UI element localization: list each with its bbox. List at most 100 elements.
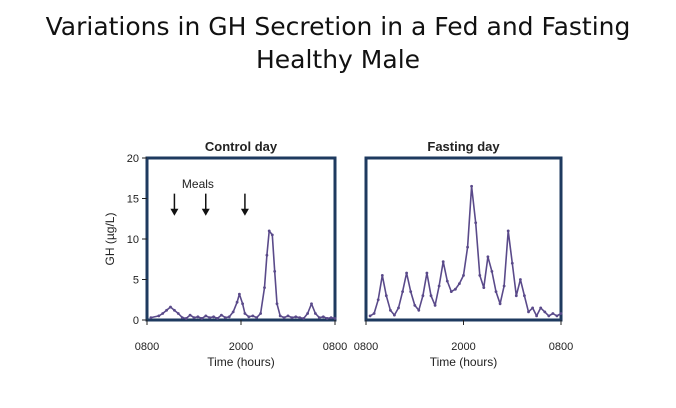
fasting-day-point-17 <box>437 284 441 288</box>
control-day-point-43 <box>310 302 313 306</box>
fasting-day-point-46 <box>555 314 559 318</box>
fasting-day-plot-frame <box>364 156 563 322</box>
fasting-day-point-45 <box>551 312 555 315</box>
fasting-day-point-30 <box>490 270 494 273</box>
fasting-day-point-2 <box>376 298 380 302</box>
fasting-day-point-3 <box>380 274 384 277</box>
fasting-day-point-47 <box>559 312 563 315</box>
control-day-point-24 <box>243 312 247 315</box>
fasting-day-chart: Fasting day 0800 2000 0800 Time (hours) <box>354 139 573 369</box>
fasting-day-point-27 <box>478 274 482 277</box>
control-day-point-11 <box>196 315 200 319</box>
fasting-day-point-10 <box>409 290 413 293</box>
control-day-point-34 <box>275 302 279 306</box>
control-day-point-12 <box>200 317 204 320</box>
fasting-day-point-15 <box>429 294 433 298</box>
fasting-day-point-5 <box>389 308 392 312</box>
control-day-point-13 <box>204 314 208 318</box>
fasting-day-point-39 <box>527 310 530 314</box>
fasting-day-point-35 <box>510 261 514 265</box>
control-day-chart: Control day 0 5 10 15 20 GH (µg/L) 0800 2000 0800… <box>103 139 347 369</box>
fasting-day-point-23 <box>462 274 465 277</box>
fasting-day-point-14 <box>425 271 429 275</box>
control-day-point-23 <box>241 302 245 306</box>
fasting-day-xtick-label-1: 2000 <box>451 341 475 353</box>
control-day-meal-arrowhead-2 <box>240 208 249 216</box>
control-day-ytick-label-0: 0 <box>133 315 139 327</box>
slide-title-line-1: Variations in GH Secretion in a Fed and … <box>45 12 631 41</box>
control-day-point-18 <box>223 316 227 319</box>
control-day-point-21 <box>235 300 239 304</box>
fasting-day-point-22 <box>458 282 461 285</box>
fasting-day-point-19 <box>445 279 449 283</box>
control-day-point-28 <box>259 312 262 315</box>
control-day-point-26 <box>251 314 255 318</box>
control-day-point-7 <box>180 316 184 319</box>
control-day-meal-arrowhead-0 <box>170 208 179 216</box>
control-day-x-axis-label: Time (hours) <box>207 355 275 369</box>
fasting-day-point-29 <box>486 255 490 259</box>
control-day-point-44 <box>314 312 317 315</box>
fasting-day-point-16 <box>433 304 437 307</box>
fasting-day-point-9 <box>405 271 408 275</box>
slide-title-line-2: Healthy Male <box>255 45 421 74</box>
control-day-point-4 <box>169 305 172 309</box>
fasting-day-point-44 <box>547 314 551 318</box>
control-day-ytick-label-4: 20 <box>127 153 139 165</box>
fasting-day-point-8 <box>401 290 404 293</box>
control-day-point-22 <box>238 292 241 296</box>
fasting-day-point-6 <box>393 313 396 317</box>
control-day-point-20 <box>231 310 235 314</box>
fasting-day-point-34 <box>506 229 510 233</box>
control-day-meals-label: Meals <box>182 177 214 191</box>
control-day-point-1 <box>157 314 161 318</box>
slide-title: Variations in GH Secretion in a Fed and … <box>0 10 676 76</box>
control-day-point-39 <box>294 315 298 319</box>
control-day-ytick-label-1: 5 <box>133 275 139 287</box>
control-day-point-29 <box>263 286 266 289</box>
control-day-xtick-label-2: 0800 <box>323 341 347 353</box>
fasting-day-point-33 <box>502 284 506 288</box>
control-day-point-27 <box>255 316 259 319</box>
control-day-point-31 <box>267 229 271 233</box>
control-day-point-6 <box>176 312 180 315</box>
control-day-point-15 <box>212 315 216 319</box>
fasting-day-point-21 <box>454 287 457 291</box>
fasting-day-xtick-label-0: 0800 <box>354 341 378 353</box>
control-day-point-10 <box>192 316 196 319</box>
control-day-ytick-label-2: 10 <box>127 234 139 246</box>
control-day-point-47 <box>325 317 329 320</box>
control-day-point-49 <box>333 317 337 320</box>
fasting-day-point-42 <box>539 306 543 310</box>
fasting-day-point-38 <box>523 294 526 298</box>
control-day-point-9 <box>188 313 192 317</box>
fasting-day-point-20 <box>449 290 453 293</box>
fasting-day-point-11 <box>413 304 417 307</box>
control-day-xtick-label-1: 2000 <box>229 341 253 353</box>
fasting-day-point-13 <box>421 294 425 298</box>
fasting-day-point-24 <box>466 245 469 249</box>
fasting-day-point-25 <box>470 184 473 188</box>
fasting-day-point-1 <box>372 312 376 315</box>
fasting-day-title: Fasting day <box>427 139 500 154</box>
control-day-point-32 <box>270 233 274 237</box>
fasting-day-point-4 <box>384 294 388 298</box>
fasting-day-point-32 <box>498 302 502 306</box>
control-day-point-2 <box>161 312 165 315</box>
fasting-day-xtick-label-2: 0800 <box>549 341 573 353</box>
fasting-day-point-12 <box>417 308 421 312</box>
control-day-plot-frame <box>145 156 337 322</box>
fasting-day-point-26 <box>474 221 478 225</box>
control-day-point-33 <box>273 270 277 273</box>
fasting-day-point-40 <box>531 306 534 310</box>
control-day-point-46 <box>321 315 325 319</box>
control-day-point-45 <box>317 316 321 319</box>
control-day-point-16 <box>216 317 219 320</box>
control-day-point-25 <box>247 315 251 319</box>
control-day-point-35 <box>278 314 282 318</box>
control-day-point-36 <box>282 316 286 319</box>
control-day-point-30 <box>265 253 269 257</box>
fasting-day-x-axis-label: Time (hours) <box>430 355 498 369</box>
fasting-day-point-0 <box>368 314 372 318</box>
